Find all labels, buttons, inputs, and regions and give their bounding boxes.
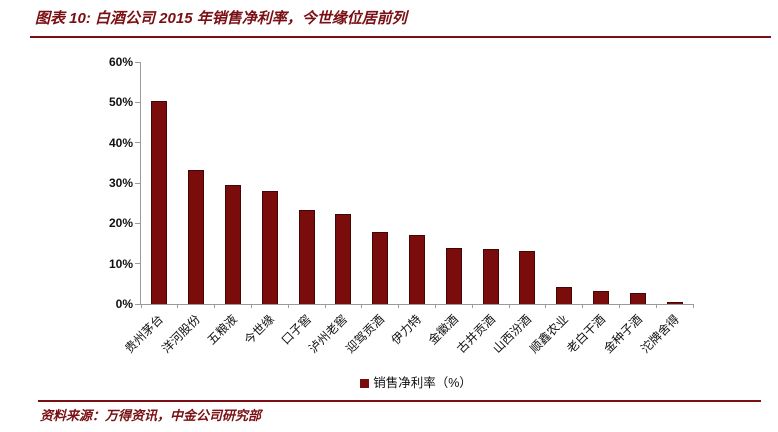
x-axis-tick <box>582 304 584 308</box>
bar <box>593 291 609 304</box>
y-axis-label: 0% <box>115 297 133 311</box>
chart-title: 图表 10: 白酒公司 2015 年销售净利率，今世缘位居前列 <box>35 10 407 27</box>
x-axis-tick <box>324 304 326 308</box>
x-axis-tick <box>434 304 436 308</box>
x-axis-tick <box>177 304 179 308</box>
bar <box>556 287 573 304</box>
y-axis-tick <box>135 61 140 63</box>
bar <box>225 185 241 304</box>
bar <box>629 293 646 304</box>
x-axis-tick <box>655 304 657 308</box>
y-axis-label: 60% <box>108 55 133 69</box>
y-axis-tick <box>135 142 140 144</box>
bar <box>519 251 536 304</box>
y-axis-label: 40% <box>108 135 133 150</box>
bar <box>151 101 168 304</box>
x-axis-tick <box>361 304 363 308</box>
y-axis-tick <box>135 303 140 305</box>
bar <box>372 232 389 304</box>
chart-legend: 销售净利率（%） <box>140 375 692 391</box>
legend-swatch-icon <box>360 378 370 388</box>
title-rule <box>30 36 771 38</box>
x-axis-tick <box>508 304 510 308</box>
x-axis-tick <box>692 304 694 308</box>
bar <box>298 210 315 304</box>
y-axis-label: 20% <box>108 216 133 231</box>
y-axis-label: 10% <box>108 256 133 271</box>
x-axis-tick <box>471 304 473 308</box>
bar <box>482 249 499 304</box>
y-axis-tick <box>135 263 140 265</box>
source-note: 资料来源：万得资讯，中金公司研究部 <box>40 408 262 423</box>
y-axis-label: 30% <box>108 176 133 190</box>
footer-rule <box>38 400 761 402</box>
x-axis-tick <box>398 304 400 308</box>
x-axis-tick <box>618 304 620 308</box>
bar <box>666 302 683 304</box>
x-axis-tick <box>545 304 547 308</box>
x-axis-tick <box>214 304 216 308</box>
bar <box>445 248 462 304</box>
plot-area: 0% 10% 20% 30% 40% 50% 60% 贵州茅台 洋河股份 五粮液 今世缘 口子窖 泸州老… <box>109 55 694 356</box>
y-axis-label: 50% <box>108 95 133 110</box>
x-axis-tick <box>250 304 252 308</box>
bar <box>188 170 205 304</box>
y-axis-tick <box>135 101 140 103</box>
bar <box>261 191 278 304</box>
y-axis-tick <box>135 222 140 224</box>
x-axis-tick <box>287 304 289 308</box>
bar <box>335 214 352 304</box>
y-axis-tick <box>135 182 140 184</box>
x-axis-tick <box>140 304 142 308</box>
bar <box>409 235 425 304</box>
legend-label: 销售净利率（%） <box>373 376 472 390</box>
